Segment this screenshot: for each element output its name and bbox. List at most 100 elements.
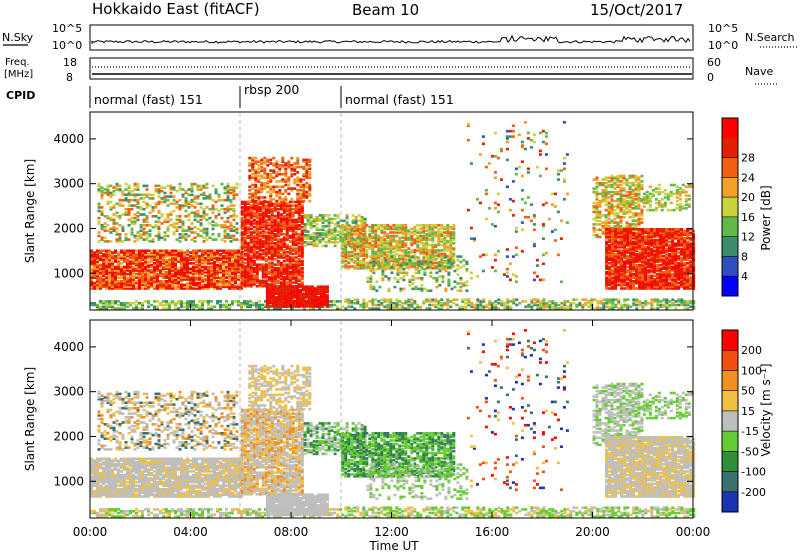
power-cell bbox=[274, 296, 278, 299]
power-cell bbox=[273, 218, 277, 222]
power-cell bbox=[249, 279, 253, 283]
power-cell bbox=[626, 298, 630, 301]
power-cell bbox=[109, 195, 113, 198]
power-cell bbox=[234, 300, 237, 303]
power-cell bbox=[165, 300, 168, 303]
power-cell bbox=[595, 223, 599, 226]
power-cell bbox=[225, 262, 228, 265]
power-cell bbox=[99, 307, 102, 310]
power-cell bbox=[213, 287, 216, 290]
power-cell bbox=[202, 213, 206, 216]
power-cell bbox=[196, 234, 200, 238]
power-cell bbox=[175, 189, 179, 193]
power-cell bbox=[168, 274, 171, 278]
power-cell bbox=[180, 303, 183, 307]
power-cell bbox=[392, 305, 396, 309]
power-cell bbox=[285, 213, 289, 216]
power-cell bbox=[297, 283, 301, 286]
power-cell bbox=[190, 184, 194, 188]
power-cell bbox=[257, 196, 261, 199]
power-cell bbox=[511, 273, 515, 276]
power-cell bbox=[234, 254, 237, 258]
power-cell bbox=[229, 222, 233, 225]
power-cell bbox=[462, 264, 466, 267]
power-cell bbox=[255, 276, 259, 279]
power-cell bbox=[237, 267, 240, 270]
power-cell bbox=[196, 188, 200, 191]
station-title: Hokkaido East (fitACF) bbox=[92, 0, 260, 18]
power-cell bbox=[282, 236, 286, 240]
power-cell bbox=[148, 224, 152, 227]
power-cell bbox=[214, 189, 218, 193]
power-cell bbox=[154, 188, 158, 191]
power-cell bbox=[503, 301, 507, 305]
power-cell bbox=[108, 263, 111, 267]
power-cell bbox=[147, 281, 150, 285]
power-cell bbox=[153, 276, 156, 279]
power-cell bbox=[465, 260, 469, 264]
power-cell bbox=[211, 198, 215, 202]
power-cell bbox=[222, 251, 225, 254]
power-cell bbox=[228, 285, 231, 288]
power-cell bbox=[111, 263, 114, 267]
power-cell bbox=[175, 218, 179, 222]
power-cell bbox=[108, 254, 111, 258]
power-cell bbox=[123, 281, 126, 285]
power-cell bbox=[93, 272, 96, 276]
power-cell bbox=[402, 275, 406, 278]
power-cell bbox=[285, 202, 289, 206]
power-cell bbox=[260, 196, 264, 199]
power-cell bbox=[308, 164, 312, 167]
power-cell bbox=[193, 195, 197, 198]
power-cell bbox=[189, 272, 192, 276]
power-cell bbox=[178, 236, 182, 240]
power-cell bbox=[301, 285, 305, 288]
power-cell bbox=[602, 301, 606, 305]
power-cell bbox=[608, 305, 612, 309]
power-cell bbox=[207, 271, 210, 274]
power-cell bbox=[97, 184, 101, 188]
power-cell bbox=[249, 263, 253, 266]
power-cell bbox=[426, 262, 430, 266]
power-cell bbox=[171, 300, 174, 303]
power-cell bbox=[228, 276, 231, 279]
power-cell bbox=[124, 236, 128, 240]
power-cell bbox=[249, 277, 253, 281]
power-cell bbox=[105, 258, 108, 262]
power-cell bbox=[374, 227, 378, 231]
power-cell bbox=[225, 269, 228, 272]
power-cell bbox=[246, 215, 250, 218]
power-cell bbox=[240, 240, 244, 243]
power-cell bbox=[145, 218, 149, 222]
power-cell bbox=[112, 229, 116, 232]
power-cell bbox=[393, 264, 397, 267]
power-cell bbox=[422, 224, 426, 227]
power-cell bbox=[126, 283, 129, 287]
power-cell bbox=[129, 265, 132, 269]
power-cell bbox=[127, 213, 131, 216]
power-cell bbox=[255, 284, 259, 288]
power-cell bbox=[254, 183, 258, 187]
power-cell bbox=[249, 254, 253, 258]
power-cell bbox=[117, 287, 120, 290]
power-cell bbox=[160, 189, 164, 193]
power-cell bbox=[240, 284, 244, 288]
power-cell bbox=[138, 287, 141, 290]
power-cell bbox=[219, 307, 222, 310]
power-cell bbox=[120, 272, 123, 276]
power-cell bbox=[180, 262, 183, 265]
power-cell bbox=[526, 215, 530, 219]
power-cell bbox=[183, 260, 186, 263]
power-cell bbox=[295, 285, 299, 288]
power-cell bbox=[165, 280, 168, 283]
power-cell bbox=[587, 300, 591, 303]
power-cell bbox=[198, 262, 201, 265]
power-cell bbox=[117, 300, 120, 303]
power-cell bbox=[169, 211, 173, 214]
power-cell bbox=[108, 249, 111, 253]
power-cell bbox=[252, 236, 256, 240]
power-cell bbox=[147, 256, 150, 260]
power-cell bbox=[560, 301, 564, 305]
power-cell bbox=[365, 245, 369, 249]
power-cell bbox=[127, 204, 131, 207]
